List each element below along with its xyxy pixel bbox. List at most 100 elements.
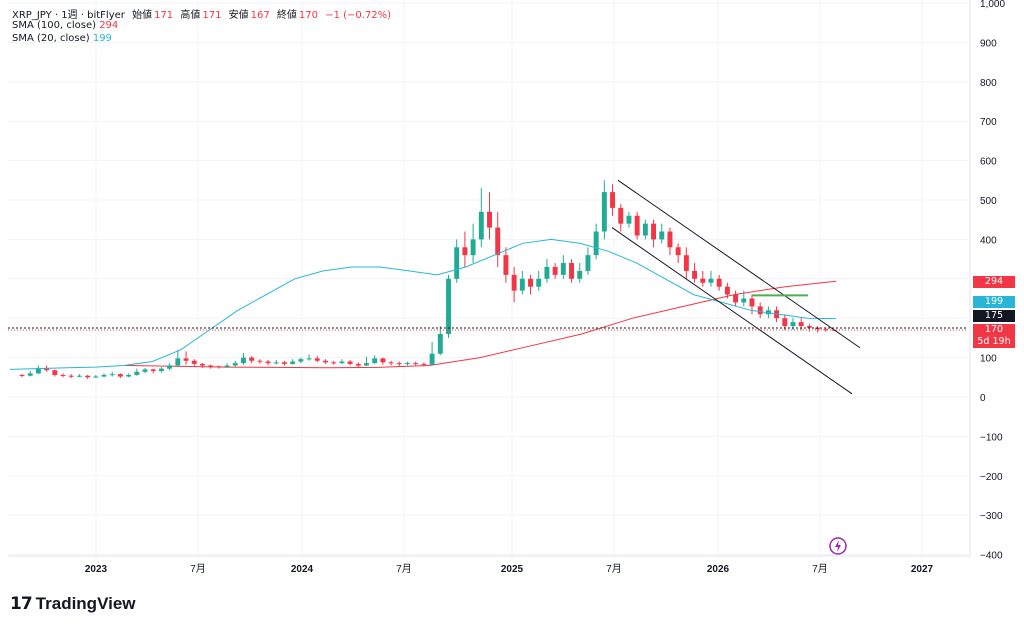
low-label: 安値 bbox=[228, 10, 249, 21]
candle-body bbox=[511, 274, 517, 291]
candle-body bbox=[323, 360, 328, 363]
candle-body bbox=[437, 333, 443, 354]
candle-body bbox=[741, 298, 747, 303]
candle-body bbox=[380, 358, 386, 363]
candle-body bbox=[35, 367, 41, 374]
candle-body bbox=[765, 310, 771, 315]
candle-body bbox=[749, 298, 755, 307]
candle-body bbox=[27, 373, 33, 376]
candle-body bbox=[167, 365, 173, 369]
close-label: 終値 bbox=[276, 10, 297, 21]
sma100-line bbox=[123, 280, 837, 369]
symbol-title[interactable]: XRP_JPY · 1週 · bitFlyer bbox=[12, 10, 125, 21]
candle-body bbox=[93, 376, 99, 378]
candle-body bbox=[626, 215, 632, 224]
candle-body bbox=[224, 365, 230, 368]
price-tick-label: −400 bbox=[980, 551, 1003, 562]
candle-body bbox=[634, 215, 640, 236]
price-tick-label: −300 bbox=[980, 511, 1003, 522]
candle-body bbox=[618, 207, 624, 224]
candle-body bbox=[790, 322, 796, 327]
candle-body bbox=[519, 278, 525, 291]
candle-body bbox=[249, 357, 255, 361]
candle-body bbox=[134, 371, 140, 375]
candles-layer bbox=[19, 180, 837, 379]
candle-body bbox=[716, 278, 722, 287]
low-value: 167 bbox=[250, 10, 270, 21]
price-tick-label: 500 bbox=[980, 196, 997, 207]
candle-body bbox=[552, 266, 558, 275]
candle-body bbox=[175, 358, 181, 366]
candle-body bbox=[117, 374, 123, 377]
candle-body bbox=[347, 361, 353, 364]
high-label: 高値 bbox=[180, 10, 201, 21]
time-tick-label: 2027 bbox=[911, 564, 934, 575]
candle-body bbox=[593, 231, 599, 256]
candle-body bbox=[109, 374, 115, 376]
candle-body bbox=[355, 363, 361, 366]
candle-body bbox=[487, 211, 492, 228]
tradingview-logo[interactable]: 17 TradingView bbox=[10, 594, 136, 614]
candle-body bbox=[478, 211, 484, 240]
drawings-layer[interactable] bbox=[8, 179, 968, 555]
candle-body bbox=[724, 286, 730, 295]
sma20-line bbox=[9, 238, 837, 370]
sma100-legend[interactable]: SMA (100, close) 294 bbox=[12, 20, 118, 31]
candle-body bbox=[216, 366, 222, 368]
candle-body bbox=[388, 362, 394, 364]
sma20-value: 199 bbox=[92, 33, 112, 44]
candle-body bbox=[126, 374, 132, 377]
time-tick-label: 2026 bbox=[707, 564, 730, 575]
time-tick-label: 7月 bbox=[606, 563, 622, 575]
candle-body bbox=[757, 306, 763, 315]
candle-body bbox=[683, 255, 689, 271]
price-tick-label: 1,000 bbox=[980, 0, 1005, 10]
candle-body bbox=[396, 363, 402, 365]
time-axis[interactable]: 2023 7月 2024 7月 2025 7月 2026 7月 2027 bbox=[8, 555, 970, 575]
candle-body bbox=[240, 357, 246, 364]
candle-body bbox=[585, 255, 591, 271]
candle-body bbox=[528, 278, 533, 287]
lightning-bolt bbox=[835, 540, 841, 552]
candle-body bbox=[806, 326, 812, 328]
price-tick-label: 800 bbox=[980, 78, 997, 89]
open-label: 始値 bbox=[132, 10, 153, 21]
candle-body bbox=[85, 375, 91, 378]
chart-grid bbox=[8, 0, 968, 556]
price-tick-label: −100 bbox=[980, 432, 1003, 443]
time-tick-label: 7月 bbox=[812, 563, 828, 575]
last-price-tag: 170 bbox=[973, 324, 1015, 336]
candle-body bbox=[44, 367, 50, 371]
candle-body bbox=[405, 363, 410, 365]
time-tick-label: 2024 bbox=[291, 564, 314, 575]
candle-body bbox=[708, 278, 714, 283]
candle-body bbox=[560, 263, 566, 275]
sma20-polyline bbox=[9, 238, 837, 370]
candle-body bbox=[76, 375, 82, 377]
candle-body bbox=[429, 353, 435, 365]
candle-body bbox=[495, 227, 501, 256]
candle-body bbox=[142, 369, 148, 372]
candle-body bbox=[659, 231, 665, 240]
sma20-price-tag: 199 bbox=[973, 296, 1015, 308]
time-tick-label: 7月 bbox=[396, 563, 412, 575]
candle-body bbox=[60, 374, 66, 376]
sma20-legend[interactable]: SMA (20, close) 199 bbox=[12, 33, 112, 44]
candle-body bbox=[413, 363, 419, 365]
candle-body bbox=[610, 192, 616, 208]
candle-body bbox=[183, 358, 189, 361]
candle-body bbox=[462, 247, 468, 256]
sma100-value: 294 bbox=[99, 20, 119, 31]
candle-body bbox=[733, 294, 739, 303]
price-tick-label: 0 bbox=[980, 393, 986, 404]
countdown-tag: 5d 19h bbox=[973, 336, 1015, 348]
time-tick-label: 7月 bbox=[190, 563, 206, 575]
tradingview-logo-icon: 17 bbox=[10, 594, 33, 614]
candle-body bbox=[823, 329, 829, 331]
candle-body bbox=[232, 363, 238, 366]
symbol-legend: XRP_JPY · 1週 · bitFlyer 始値 171 高値 171 安値 16… bbox=[12, 6, 391, 21]
price-tick-label: 100 bbox=[980, 354, 997, 365]
candle-body bbox=[158, 368, 164, 371]
candle-body bbox=[692, 270, 698, 279]
